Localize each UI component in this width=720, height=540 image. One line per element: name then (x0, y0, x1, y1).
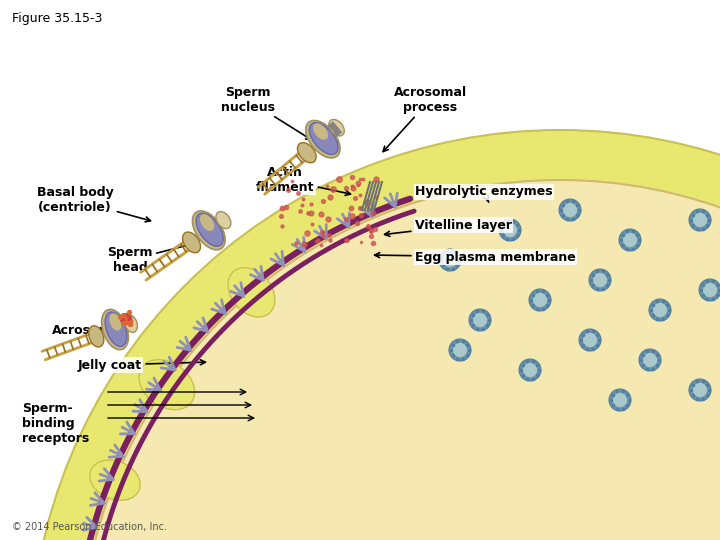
Ellipse shape (499, 219, 521, 241)
Ellipse shape (200, 214, 215, 231)
Ellipse shape (593, 273, 606, 287)
Ellipse shape (109, 313, 122, 330)
Ellipse shape (102, 309, 128, 350)
Ellipse shape (703, 284, 716, 296)
Ellipse shape (529, 289, 551, 311)
Text: Egg plasma membrane: Egg plasma membrane (374, 251, 576, 264)
Ellipse shape (689, 209, 711, 231)
Ellipse shape (310, 123, 338, 154)
Text: Sperm-
binding
receptors: Sperm- binding receptors (22, 402, 89, 445)
Ellipse shape (183, 232, 200, 253)
Ellipse shape (469, 309, 491, 331)
Ellipse shape (699, 279, 720, 301)
Ellipse shape (444, 253, 456, 267)
Ellipse shape (196, 213, 223, 246)
Ellipse shape (439, 249, 461, 271)
Ellipse shape (639, 349, 661, 371)
Text: Basal body
(centriole): Basal body (centriole) (37, 186, 150, 222)
Ellipse shape (609, 389, 631, 411)
Ellipse shape (693, 213, 706, 226)
Text: Acrosomal
process: Acrosomal process (383, 86, 467, 152)
Ellipse shape (89, 326, 104, 347)
Ellipse shape (523, 363, 536, 376)
Ellipse shape (619, 229, 641, 251)
Ellipse shape (297, 143, 316, 163)
Ellipse shape (139, 360, 194, 410)
Ellipse shape (559, 199, 581, 221)
Text: Actin
filament: Actin filament (256, 166, 351, 195)
Ellipse shape (313, 124, 328, 140)
Ellipse shape (503, 224, 516, 237)
Text: Vitelline layer: Vitelline layer (384, 219, 512, 237)
Ellipse shape (589, 269, 611, 291)
Circle shape (80, 180, 720, 540)
Ellipse shape (534, 294, 546, 307)
Ellipse shape (624, 233, 636, 246)
Ellipse shape (649, 299, 671, 321)
Ellipse shape (693, 383, 706, 396)
Text: Acrosome: Acrosome (52, 323, 123, 336)
Text: Sperm
head: Sperm head (107, 242, 196, 274)
Ellipse shape (613, 394, 626, 407)
Text: © 2014 Pearson Education, Inc.: © 2014 Pearson Education, Inc. (12, 522, 167, 532)
Text: Jelly coat: Jelly coat (78, 359, 205, 372)
Ellipse shape (228, 268, 275, 317)
Ellipse shape (564, 204, 577, 217)
Circle shape (30, 130, 720, 540)
Ellipse shape (216, 212, 231, 228)
Ellipse shape (579, 329, 601, 351)
Ellipse shape (121, 314, 132, 325)
Ellipse shape (306, 120, 340, 158)
Ellipse shape (689, 379, 711, 401)
Ellipse shape (583, 334, 596, 347)
Ellipse shape (449, 339, 471, 361)
Text: Hydrolytic enzymes: Hydrolytic enzymes (415, 186, 553, 202)
Ellipse shape (90, 460, 140, 501)
Text: Sperm
nucleus: Sperm nucleus (221, 86, 311, 139)
Ellipse shape (474, 314, 487, 327)
Ellipse shape (519, 359, 541, 381)
Ellipse shape (329, 119, 344, 136)
Ellipse shape (105, 312, 127, 346)
Ellipse shape (125, 315, 138, 333)
Text: Figure 35.15-3: Figure 35.15-3 (12, 12, 102, 25)
Ellipse shape (192, 211, 225, 250)
Ellipse shape (644, 354, 657, 367)
Ellipse shape (654, 303, 667, 316)
Ellipse shape (454, 343, 467, 356)
